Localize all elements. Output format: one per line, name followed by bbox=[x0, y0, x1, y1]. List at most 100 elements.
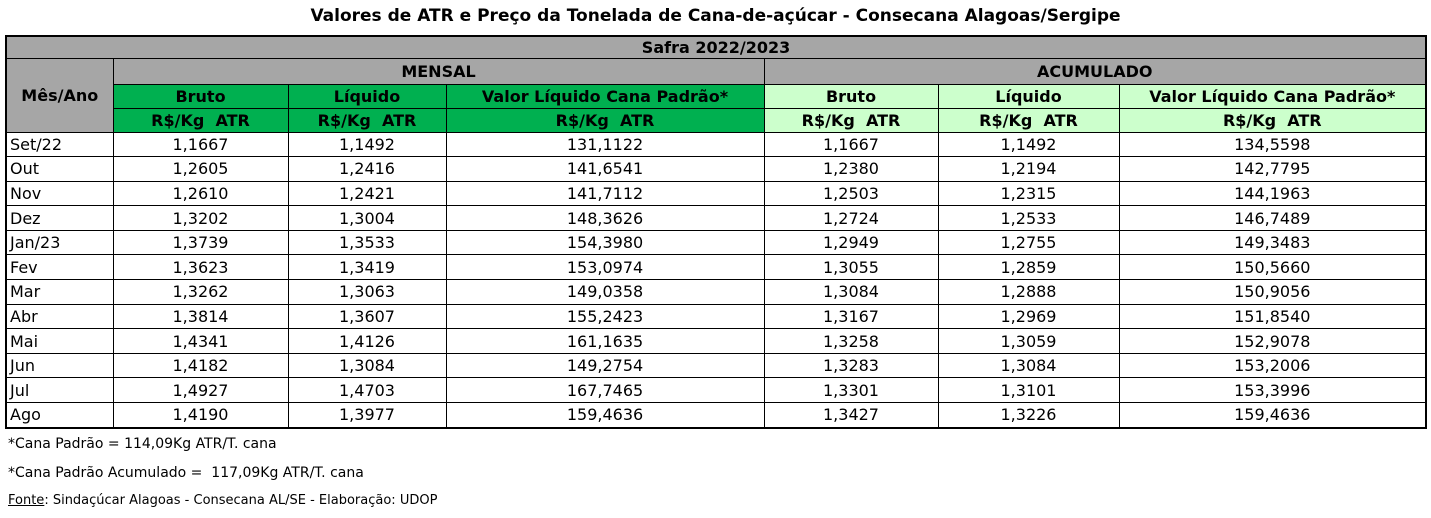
value-cell: 1,3533 bbox=[287, 229, 447, 256]
value-cell: 1,4182 bbox=[112, 352, 289, 379]
unit-header: R$/Kg ATR bbox=[763, 107, 939, 133]
value-cell: 149,3483 bbox=[1118, 229, 1427, 256]
unit-header: R$/Kg ATR bbox=[112, 107, 289, 133]
month-cell: Out bbox=[5, 156, 114, 182]
value-cell: 1,3283 bbox=[763, 352, 939, 379]
value-cell: 1,2610 bbox=[112, 180, 289, 207]
value-cell: 1,3814 bbox=[112, 303, 289, 330]
table: Safra 2022/2023 Mês/Ano MENSAL ACUMULADO… bbox=[5, 35, 1428, 429]
month-cell: Mar bbox=[5, 279, 114, 305]
value-cell: 1,3084 bbox=[763, 279, 939, 305]
value-cell: 155,2423 bbox=[445, 303, 765, 330]
month-cell: Jul bbox=[5, 377, 114, 404]
value-cell: 154,3980 bbox=[445, 229, 765, 256]
value-cell: 167,7465 bbox=[445, 377, 765, 404]
value-cell: 1,3977 bbox=[287, 402, 447, 429]
row: Jul 1,4927 1,4703 167,7465 1,3301 1,3101 153,3… bbox=[5, 377, 1427, 404]
value-cell: 1,2949 bbox=[763, 229, 939, 256]
source: Fonte: Sindaçúcar Alagoas - Consecana AL… bbox=[8, 493, 437, 508]
value-cell: 153,0974 bbox=[445, 254, 765, 281]
group-header: ACUMULADO bbox=[763, 57, 1427, 85]
value-cell: 1,3301 bbox=[763, 377, 939, 404]
value-cell: 1,3059 bbox=[937, 328, 1120, 354]
value-cell: 149,2754 bbox=[445, 352, 765, 379]
value-cell: 1,2416 bbox=[287, 156, 447, 182]
value-cell: 1,4190 bbox=[112, 402, 289, 429]
value-cell: 1,2533 bbox=[937, 205, 1120, 231]
value-cell: 1,3167 bbox=[763, 303, 939, 330]
value-cell: 1,3739 bbox=[112, 229, 289, 256]
note: *Cana Padrão = 114,09Kg ATR/T. cana bbox=[8, 436, 277, 452]
value-cell: 1,3084 bbox=[937, 352, 1120, 379]
value-cell: 152,9078 bbox=[1118, 328, 1427, 354]
row: Nov 1,2610 1,2421 141,7112 1,2503 1,2315 144,1… bbox=[5, 180, 1427, 207]
value-cell: 153,3996 bbox=[1118, 377, 1427, 404]
row: Ago 1,4190 1,3977 159,4636 1,3427 1,3226 159,4… bbox=[5, 402, 1427, 429]
value-cell: 1,3427 bbox=[763, 402, 939, 429]
month-cell: Mai bbox=[5, 328, 114, 354]
column-header: Líquido bbox=[937, 83, 1120, 109]
value-cell: 1,4703 bbox=[287, 377, 447, 404]
value-cell: 1,3004 bbox=[287, 205, 447, 231]
row: Set/22 1,1667 1,1492 131,1122 1,1667 1,1492 13… bbox=[5, 131, 1427, 158]
value-cell: 1,2194 bbox=[937, 156, 1120, 182]
value-cell: 1,3419 bbox=[287, 254, 447, 281]
value-cell: 1,3262 bbox=[112, 279, 289, 305]
column-header: Valor Líquido Cana Padrão* bbox=[445, 83, 765, 109]
value-cell: 149,0358 bbox=[445, 279, 765, 305]
value-cell: 1,3202 bbox=[112, 205, 289, 231]
row-header: Mês/Ano bbox=[5, 57, 114, 133]
value-cell: 1,3084 bbox=[287, 352, 447, 379]
value-cell: 141,7112 bbox=[445, 180, 765, 207]
source-label: Fonte bbox=[8, 493, 45, 508]
value-cell: 1,2859 bbox=[937, 254, 1120, 281]
row: Mar 1,3262 1,3063 149,0358 1,3084 1,2888 150,9… bbox=[5, 279, 1427, 305]
value-cell: 144,1963 bbox=[1118, 180, 1427, 207]
month-cell: Fev bbox=[5, 254, 114, 281]
group-header: MENSAL bbox=[112, 57, 765, 85]
value-cell: 1,2888 bbox=[937, 279, 1120, 305]
unit-header: R$/Kg ATR bbox=[937, 107, 1120, 133]
value-cell: 1,1492 bbox=[937, 131, 1120, 158]
source-text: : Sindaçúcar Alagoas - Consecana AL/SE -… bbox=[44, 493, 438, 508]
value-cell: 1,2969 bbox=[937, 303, 1120, 330]
value-cell: 1,3623 bbox=[112, 254, 289, 281]
month-cell: Nov bbox=[5, 180, 114, 207]
value-cell: 141,6541 bbox=[445, 156, 765, 182]
value-cell: 1,1667 bbox=[763, 131, 939, 158]
value-cell: 1,4341 bbox=[112, 328, 289, 354]
value-cell: 1,3258 bbox=[763, 328, 939, 354]
value-cell: 1,3607 bbox=[287, 303, 447, 330]
month-cell: Jan/23 bbox=[5, 229, 114, 256]
title: Valores de ATR e Preço da Tonelada de Ca… bbox=[310, 6, 1121, 26]
unit-header: R$/Kg ATR bbox=[445, 107, 765, 133]
value-cell: 142,7795 bbox=[1118, 156, 1427, 182]
value-cell: 153,2006 bbox=[1118, 352, 1427, 379]
value-cell: 150,5660 bbox=[1118, 254, 1427, 281]
value-cell: 161,1635 bbox=[445, 328, 765, 354]
row: Dez 1,3202 1,3004 148,3626 1,2724 1,2533 146,7… bbox=[5, 205, 1427, 231]
column-header: Bruto bbox=[763, 83, 939, 109]
row: Out 1,2605 1,2416 141,6541 1,2380 1,2194 142,7… bbox=[5, 156, 1427, 182]
value-cell: 1,4126 bbox=[287, 328, 447, 354]
month-cell: Jun bbox=[5, 352, 114, 379]
value-cell: 1,2724 bbox=[763, 205, 939, 231]
month-cell: Abr bbox=[5, 303, 114, 330]
value-cell: 146,7489 bbox=[1118, 205, 1427, 231]
value-cell: 1,3226 bbox=[937, 402, 1120, 429]
safra: Safra 2022/2023 bbox=[5, 35, 1427, 59]
value-cell: 148,3626 bbox=[445, 205, 765, 231]
column-header: Líquido bbox=[287, 83, 447, 109]
value-cell: 151,8540 bbox=[1118, 303, 1427, 330]
value-cell: 1,2380 bbox=[763, 156, 939, 182]
value-cell: 131,1122 bbox=[445, 131, 765, 158]
row: Jan/23 1,3739 1,3533 154,3980 1,2949 1,2755 14… bbox=[5, 229, 1427, 256]
row: Mai 1,4341 1,4126 161,1635 1,3258 1,3059 152,9… bbox=[5, 328, 1427, 354]
column-header: Valor Líquido Cana Padrão* bbox=[1118, 83, 1427, 109]
value-cell: 1,1667 bbox=[112, 131, 289, 158]
value-cell: 1,2421 bbox=[287, 180, 447, 207]
row: Jun 1,4182 1,3084 149,2754 1,3283 1,3084 153,2… bbox=[5, 352, 1427, 379]
unit-header: R$/Kg ATR bbox=[1118, 107, 1427, 133]
row: Fev 1,3623 1,3419 153,0974 1,3055 1,2859 150,5… bbox=[5, 254, 1427, 281]
